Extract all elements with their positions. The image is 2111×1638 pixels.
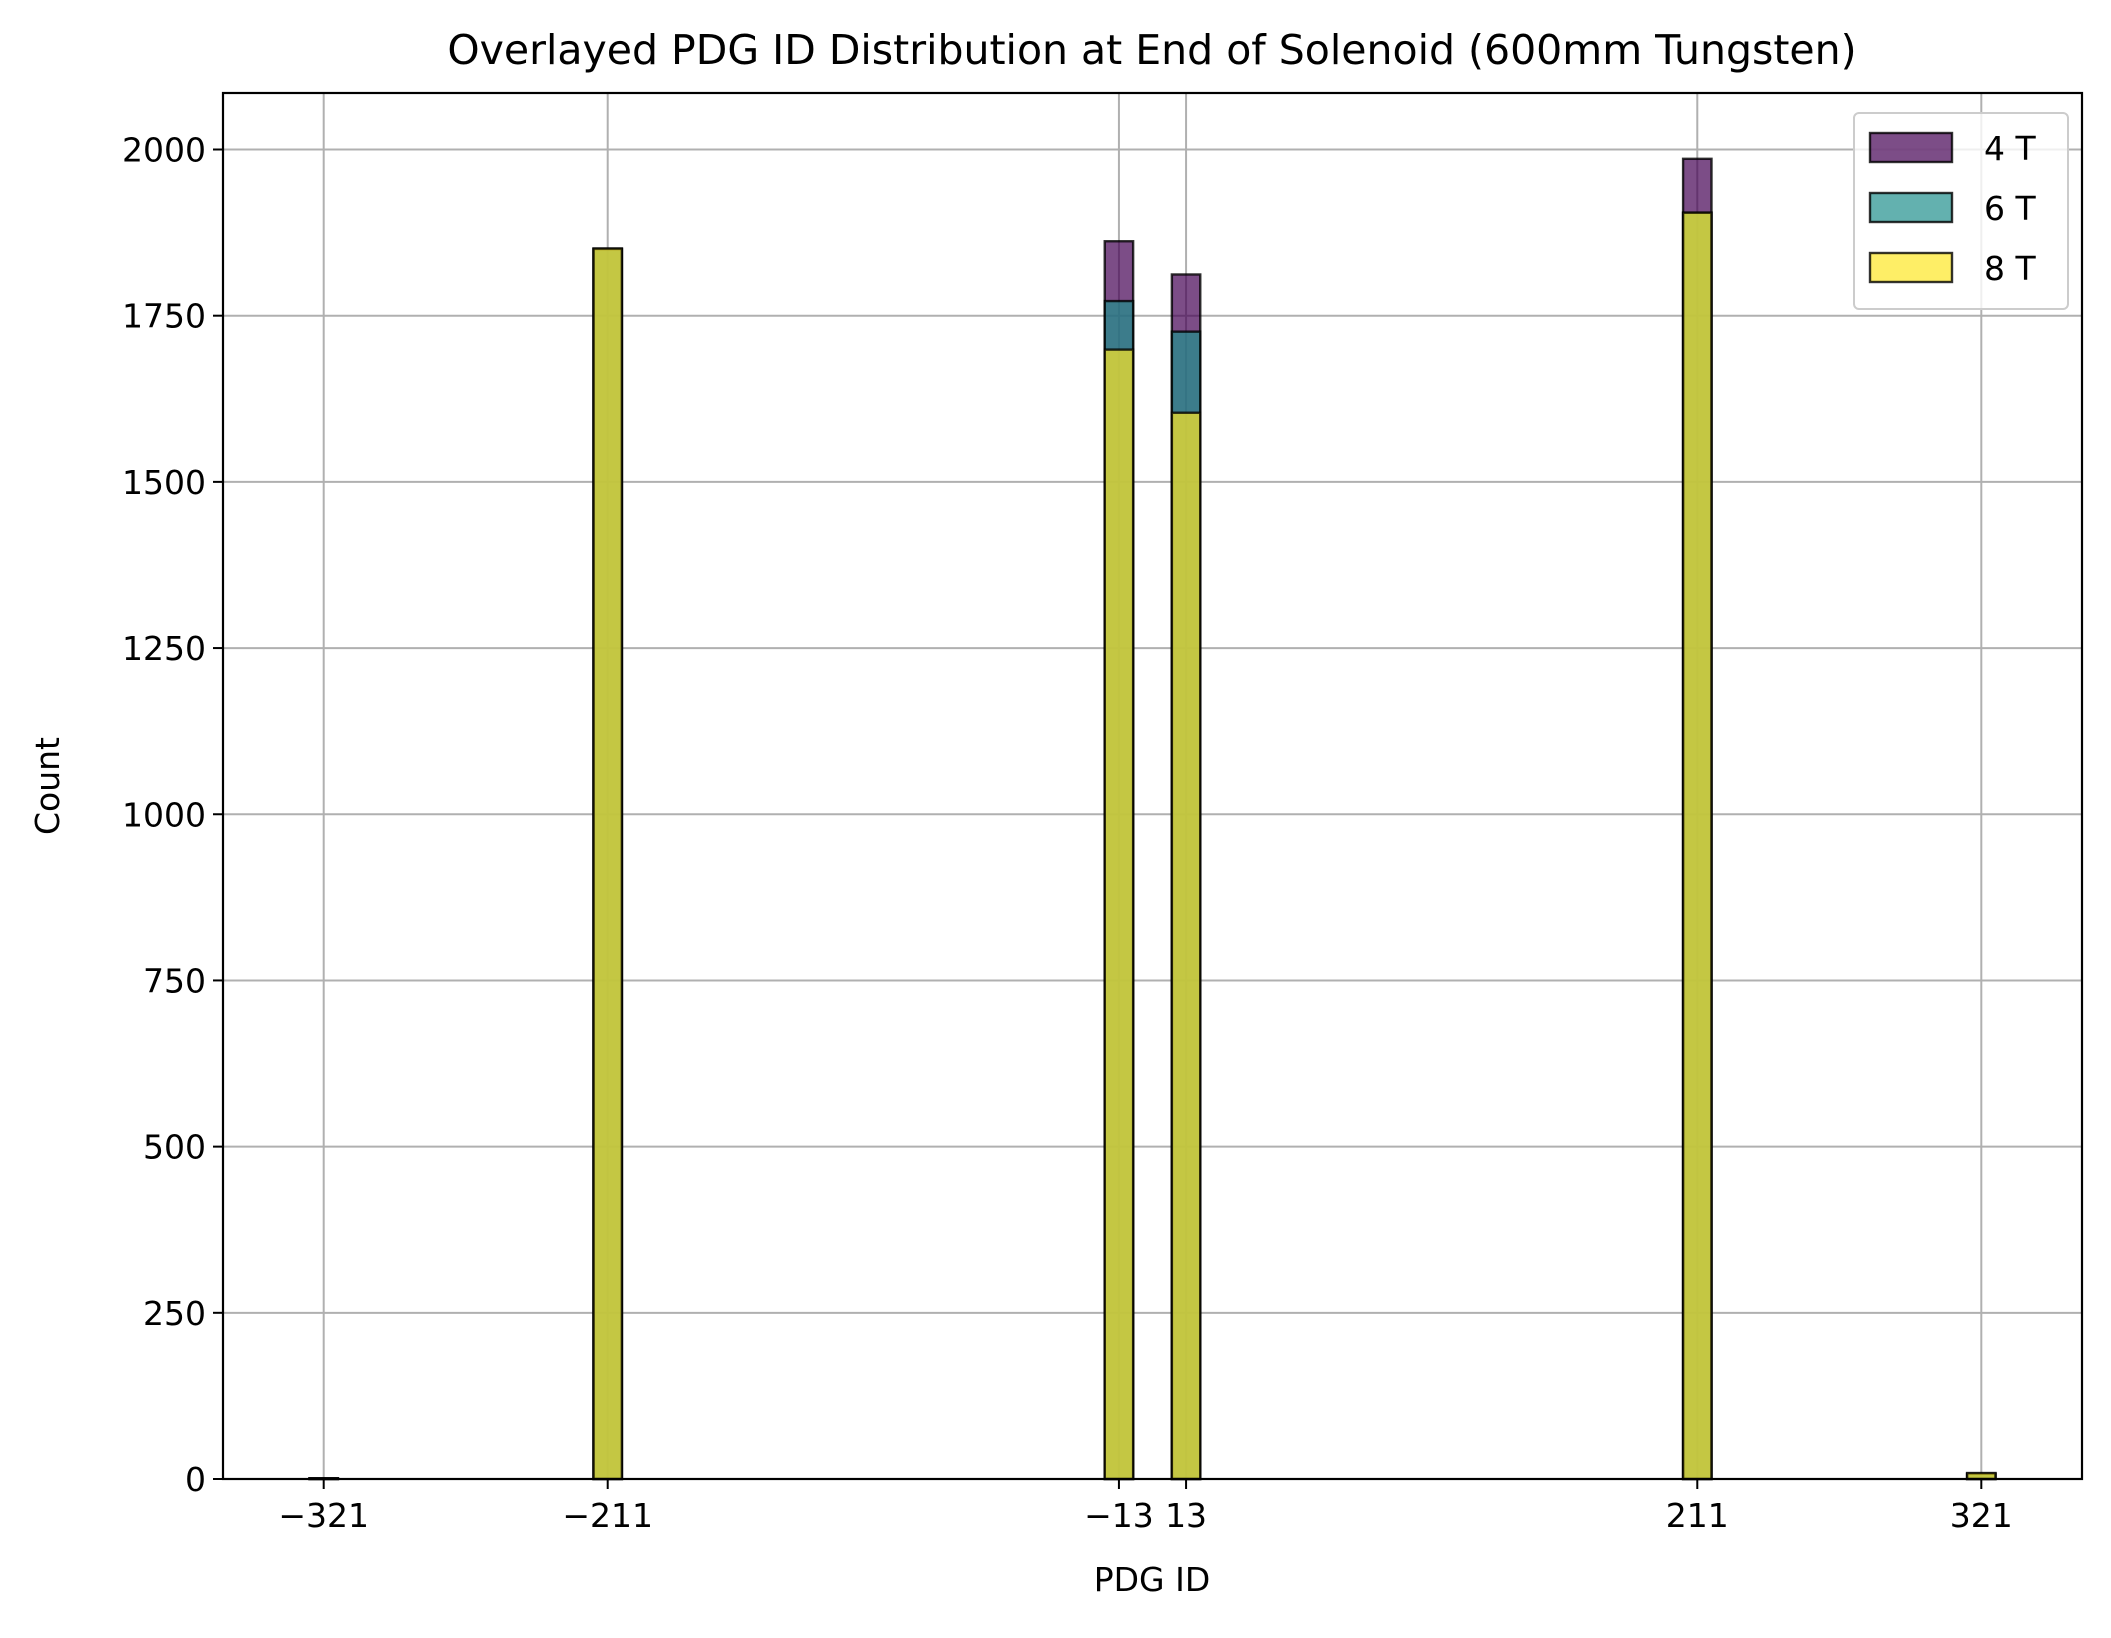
x-axis-label: PDG ID xyxy=(1094,1560,1211,1599)
x-tick-label: −13 xyxy=(1084,1496,1154,1535)
legend-label: 6 T xyxy=(1984,189,2036,228)
legend-label: 4 T xyxy=(1984,129,2036,168)
legend-label: 8 T xyxy=(1984,249,2036,288)
y-tick-label: 0 xyxy=(185,1460,206,1499)
legend-swatch xyxy=(1868,251,1954,284)
y-axis-label: Count xyxy=(28,737,67,835)
y-tick-label: 2000 xyxy=(122,131,206,170)
x-tick-label: 321 xyxy=(1950,1496,2013,1535)
y-tick-label: 750 xyxy=(143,961,206,1000)
y-tick-label: 1500 xyxy=(122,463,206,502)
legend-swatch xyxy=(1868,131,1954,164)
x-tick-label: 13 xyxy=(1165,1496,1207,1535)
bars-layer xyxy=(308,157,1997,1481)
x-tick-label: −211 xyxy=(562,1496,653,1535)
bar-8t-neg211 xyxy=(592,247,624,1481)
y-tick-label: 500 xyxy=(143,1128,206,1167)
chart-title: Overlayed PDG ID Distribution at End of … xyxy=(447,26,1856,74)
x-tick-label: 211 xyxy=(1666,1496,1729,1535)
plot-frame xyxy=(221,91,2084,1481)
bar-8t-neg13 xyxy=(1103,348,1135,1481)
ticks-layer: 0 250 500 750 1000 1250 1500 1750 2000 −321 −211 −1… xyxy=(122,131,2013,1535)
y-tick-label: 1250 xyxy=(122,629,206,668)
bar-8t-211 xyxy=(1681,211,1713,1481)
bar-8t-13 xyxy=(1170,411,1202,1481)
legend: 4 T 6 T 8 T xyxy=(1853,112,2069,310)
y-tick-label: 1750 xyxy=(122,297,206,336)
y-tick-label: 250 xyxy=(143,1294,206,1333)
y-tick-label: 1000 xyxy=(122,795,206,834)
x-tick-label: −321 xyxy=(278,1496,369,1535)
legend-swatch xyxy=(1868,191,1954,224)
